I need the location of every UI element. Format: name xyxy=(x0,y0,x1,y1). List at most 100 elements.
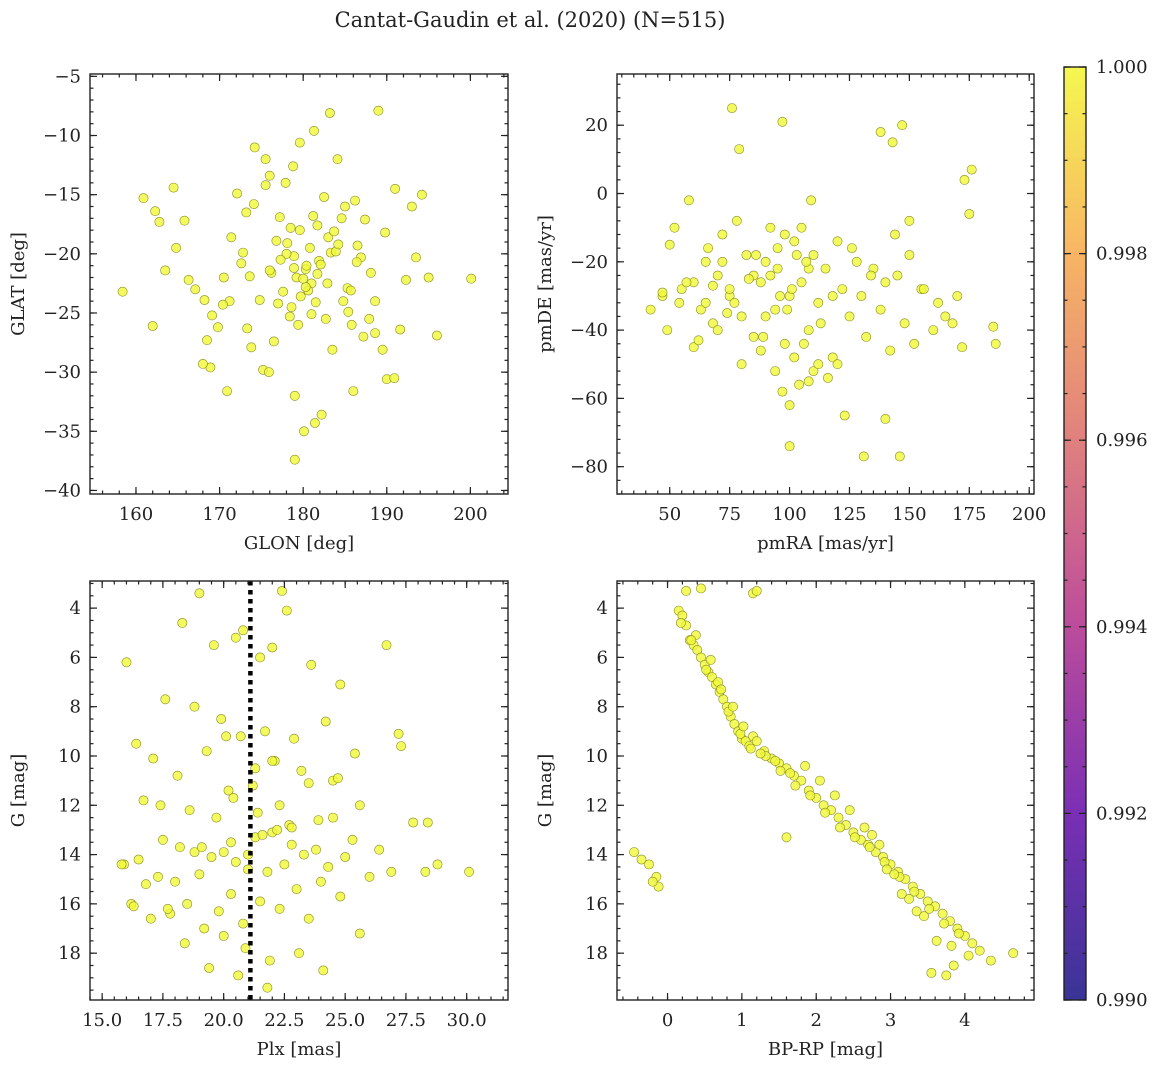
data-point xyxy=(273,298,283,309)
data-point xyxy=(676,284,687,294)
y-tick-label: −35 xyxy=(43,421,81,442)
data-point xyxy=(172,770,183,781)
data-point xyxy=(770,366,781,376)
data-point xyxy=(345,285,356,296)
y-tick-label: 20 xyxy=(585,115,608,136)
data-point xyxy=(696,583,706,594)
data-point xyxy=(121,657,132,668)
y-tick-label: 12 xyxy=(585,795,608,816)
data-point xyxy=(894,451,905,462)
x-tick-label: 50 xyxy=(658,504,681,525)
data-point xyxy=(647,876,658,887)
data-point xyxy=(866,270,876,281)
data-point xyxy=(318,965,329,976)
data-point xyxy=(140,879,151,890)
scatter-points xyxy=(629,583,1019,981)
data-point xyxy=(277,586,287,596)
data-point xyxy=(717,256,728,267)
data-point xyxy=(755,277,766,288)
x-tick-label: 150 xyxy=(892,504,926,525)
data-point xyxy=(316,409,327,420)
data-point xyxy=(731,215,742,226)
data-point xyxy=(354,800,365,811)
scatter-points xyxy=(645,103,1001,462)
data-point xyxy=(796,222,807,233)
data-point xyxy=(241,207,252,218)
data-point xyxy=(861,331,872,342)
x-tick-label: 200 xyxy=(453,504,487,525)
data-point xyxy=(240,943,251,954)
data-point xyxy=(411,252,421,263)
data-point xyxy=(309,125,319,136)
data-point xyxy=(336,213,347,224)
data-point xyxy=(839,410,850,421)
x-tick-label: 30.0 xyxy=(447,1010,487,1031)
data-point xyxy=(729,297,740,308)
data-point xyxy=(779,338,790,349)
y-tick-label: 6 xyxy=(70,647,81,668)
data-point xyxy=(751,250,761,260)
data-point xyxy=(758,331,769,342)
data-point xyxy=(299,426,309,437)
data-point xyxy=(293,319,304,330)
data-point xyxy=(789,236,800,247)
y-axis-label: pmDE [mas/yr] xyxy=(535,215,556,353)
y-tick-label: 4 xyxy=(70,598,81,619)
data-point xyxy=(236,258,247,269)
data-point xyxy=(785,768,796,779)
data-point xyxy=(190,284,201,295)
data-point xyxy=(805,790,816,801)
data-point xyxy=(820,263,831,274)
data-point xyxy=(249,142,260,153)
data-point xyxy=(168,182,179,193)
data-point xyxy=(370,296,380,307)
data-point xyxy=(741,250,752,260)
data-point xyxy=(664,239,675,250)
data-point xyxy=(381,640,392,650)
y-tick-label: −20 xyxy=(570,252,608,273)
y-tick-label: 10 xyxy=(585,746,608,767)
data-point xyxy=(222,386,232,396)
data-point xyxy=(738,721,749,732)
data-point xyxy=(700,297,711,308)
data-point xyxy=(248,199,259,209)
data-point xyxy=(117,286,128,297)
data-point xyxy=(800,761,810,771)
data-point xyxy=(257,830,268,840)
x-tick-label: 75 xyxy=(718,504,741,525)
data-point xyxy=(657,287,668,298)
data-point xyxy=(644,859,654,870)
x-tick-label: 100 xyxy=(772,504,806,525)
colorbar-tick-label: 0.992 xyxy=(1096,803,1148,824)
data-point xyxy=(736,311,747,322)
data-point xyxy=(674,297,685,308)
data-point xyxy=(352,240,363,251)
data-point xyxy=(781,832,792,843)
data-point xyxy=(790,780,801,791)
data-point xyxy=(309,418,320,428)
data-point xyxy=(262,866,273,877)
data-point xyxy=(162,903,173,914)
y-tick-label: −60 xyxy=(570,388,608,409)
data-point xyxy=(765,222,776,233)
scatter-points xyxy=(116,586,474,993)
data-point xyxy=(806,195,816,206)
data-point xyxy=(289,390,300,401)
data-point xyxy=(278,286,288,297)
data-point xyxy=(183,274,194,285)
data-point xyxy=(974,945,985,956)
data-point xyxy=(216,714,227,724)
data-point xyxy=(294,137,305,148)
data-point xyxy=(274,903,285,914)
y-tick-label: 18 xyxy=(585,943,608,964)
data-point xyxy=(837,284,848,294)
data-point xyxy=(184,805,195,816)
data-point xyxy=(260,726,270,737)
x-tick-label: 2 xyxy=(810,1010,821,1031)
y-tick-label: −15 xyxy=(43,185,81,206)
data-point xyxy=(963,950,974,961)
data-point xyxy=(274,212,285,223)
x-tick-label: 170 xyxy=(202,504,236,525)
data-point xyxy=(988,321,999,332)
